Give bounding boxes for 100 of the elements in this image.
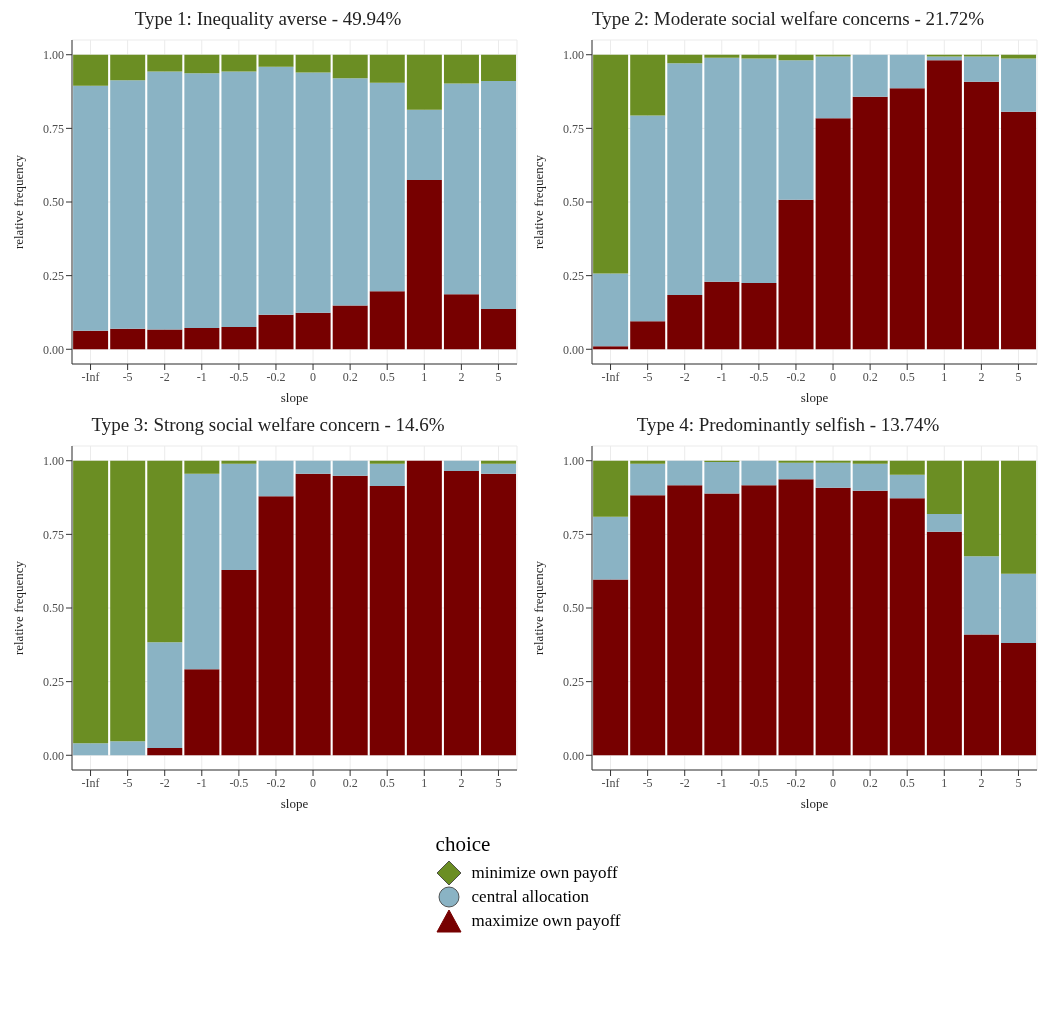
- x-tick-label: -5: [122, 369, 133, 384]
- x-tick-label: -0.2: [786, 369, 806, 384]
- y-tick-label: 0.50: [43, 195, 64, 210]
- bar: [73, 54, 109, 86]
- bar: [778, 199, 814, 350]
- x-tick-label: 0: [310, 775, 317, 790]
- bar: [741, 460, 777, 486]
- bar: [889, 460, 925, 475]
- x-tick-label: -5: [122, 775, 133, 790]
- x-tick-label: 0.2: [342, 369, 358, 384]
- x-tick-label: 5: [1015, 775, 1022, 790]
- bar: [110, 328, 146, 350]
- x-tick-label: -2: [679, 369, 690, 384]
- bar: [184, 73, 220, 329]
- bar: [926, 56, 962, 61]
- bar: [295, 460, 331, 474]
- bar: [443, 83, 479, 295]
- x-tick-label: -0.2: [266, 775, 286, 790]
- bar: [369, 82, 405, 292]
- y-tick-label: 0.50: [43, 601, 64, 616]
- bar: [73, 85, 109, 331]
- bar: [369, 486, 405, 756]
- bar: [369, 54, 405, 83]
- x-tick-label: 5: [495, 369, 502, 384]
- x-tick-label: -Inf: [81, 775, 100, 790]
- bar: [1001, 573, 1037, 644]
- y-axis-title: relative frequency: [530, 560, 546, 656]
- bar: [147, 329, 183, 350]
- x-axis-title: slope: [280, 796, 309, 811]
- x-tick-label: 0: [830, 369, 837, 384]
- y-tick-label: 0.50: [563, 195, 584, 210]
- bar: [630, 495, 666, 756]
- y-tick-label: 0.00: [563, 342, 584, 357]
- y-tick-label: 0.75: [563, 527, 584, 542]
- y-tick-label: 0.25: [43, 674, 64, 689]
- y-tick-label: 1.00: [43, 47, 64, 62]
- bar: [221, 54, 257, 72]
- bar: [704, 461, 740, 494]
- y-tick-label: 0.25: [563, 674, 584, 689]
- x-tick-label: 1: [421, 775, 428, 790]
- bar: [221, 326, 257, 350]
- x-tick-label: 5: [1015, 369, 1022, 384]
- bar: [110, 460, 146, 742]
- chart-title: Type 3: Strong social welfare concern - 14.6%: [90, 414, 446, 437]
- bar: [889, 474, 925, 499]
- bar: [889, 88, 925, 350]
- x-tick-label: 5: [495, 775, 502, 790]
- bar: [295, 54, 331, 73]
- x-axis-title: slope: [800, 390, 829, 405]
- bar: [295, 473, 331, 756]
- x-tick-label: 1: [941, 775, 948, 790]
- x-axis-title: slope: [280, 390, 309, 405]
- bar: [778, 479, 814, 756]
- bar: [741, 58, 777, 283]
- x-tick-label: 2: [978, 369, 985, 384]
- bar: [889, 54, 925, 89]
- bar: [852, 463, 888, 491]
- y-tick-label: 1.00: [43, 453, 64, 468]
- bar: [184, 328, 220, 350]
- x-tick-label: -0.5: [749, 369, 769, 384]
- bar: [963, 81, 999, 350]
- bar: [852, 54, 888, 97]
- bar: [258, 54, 294, 67]
- y-tick-label: 0.75: [43, 527, 64, 542]
- bar: [852, 96, 888, 350]
- bar: [963, 56, 999, 82]
- y-axis-title: relative frequency: [10, 154, 26, 250]
- bar: [481, 460, 517, 464]
- x-tick-label: -0.5: [229, 775, 249, 790]
- bar: [443, 460, 479, 472]
- bar: [332, 460, 368, 476]
- bar: [369, 463, 405, 487]
- bar: [332, 54, 368, 79]
- bar: [221, 570, 257, 756]
- y-axis-title: relative frequency: [10, 560, 26, 656]
- bar: [443, 54, 479, 84]
- bar: [443, 471, 479, 756]
- chart-title: Type 2: Moderate social welfare concerns - 21.72%: [590, 8, 986, 31]
- bar: [295, 72, 331, 313]
- x-tick-label: -1: [716, 775, 727, 790]
- x-tick-label: 0: [310, 369, 317, 384]
- bar: [481, 54, 517, 81]
- bar: [704, 57, 740, 282]
- bar: [184, 460, 220, 474]
- bar: [184, 54, 220, 74]
- bar: [332, 475, 368, 756]
- bar: [630, 321, 666, 350]
- bar: [221, 460, 257, 464]
- x-tick-label: 0.5: [379, 775, 395, 790]
- chart-title: Type 4: Predominantly selfish - 13.74%: [635, 414, 941, 437]
- bar: [332, 78, 368, 306]
- bar: [221, 71, 257, 327]
- x-tick-label: 0.2: [862, 775, 878, 790]
- bar: [593, 346, 629, 350]
- x-tick-label: -Inf: [601, 369, 620, 384]
- x-tick-label: -0.2: [786, 775, 806, 790]
- x-tick-label: -5: [642, 775, 653, 790]
- legend-title: choice: [435, 832, 492, 857]
- bar: [1001, 58, 1037, 112]
- bar: [406, 179, 442, 350]
